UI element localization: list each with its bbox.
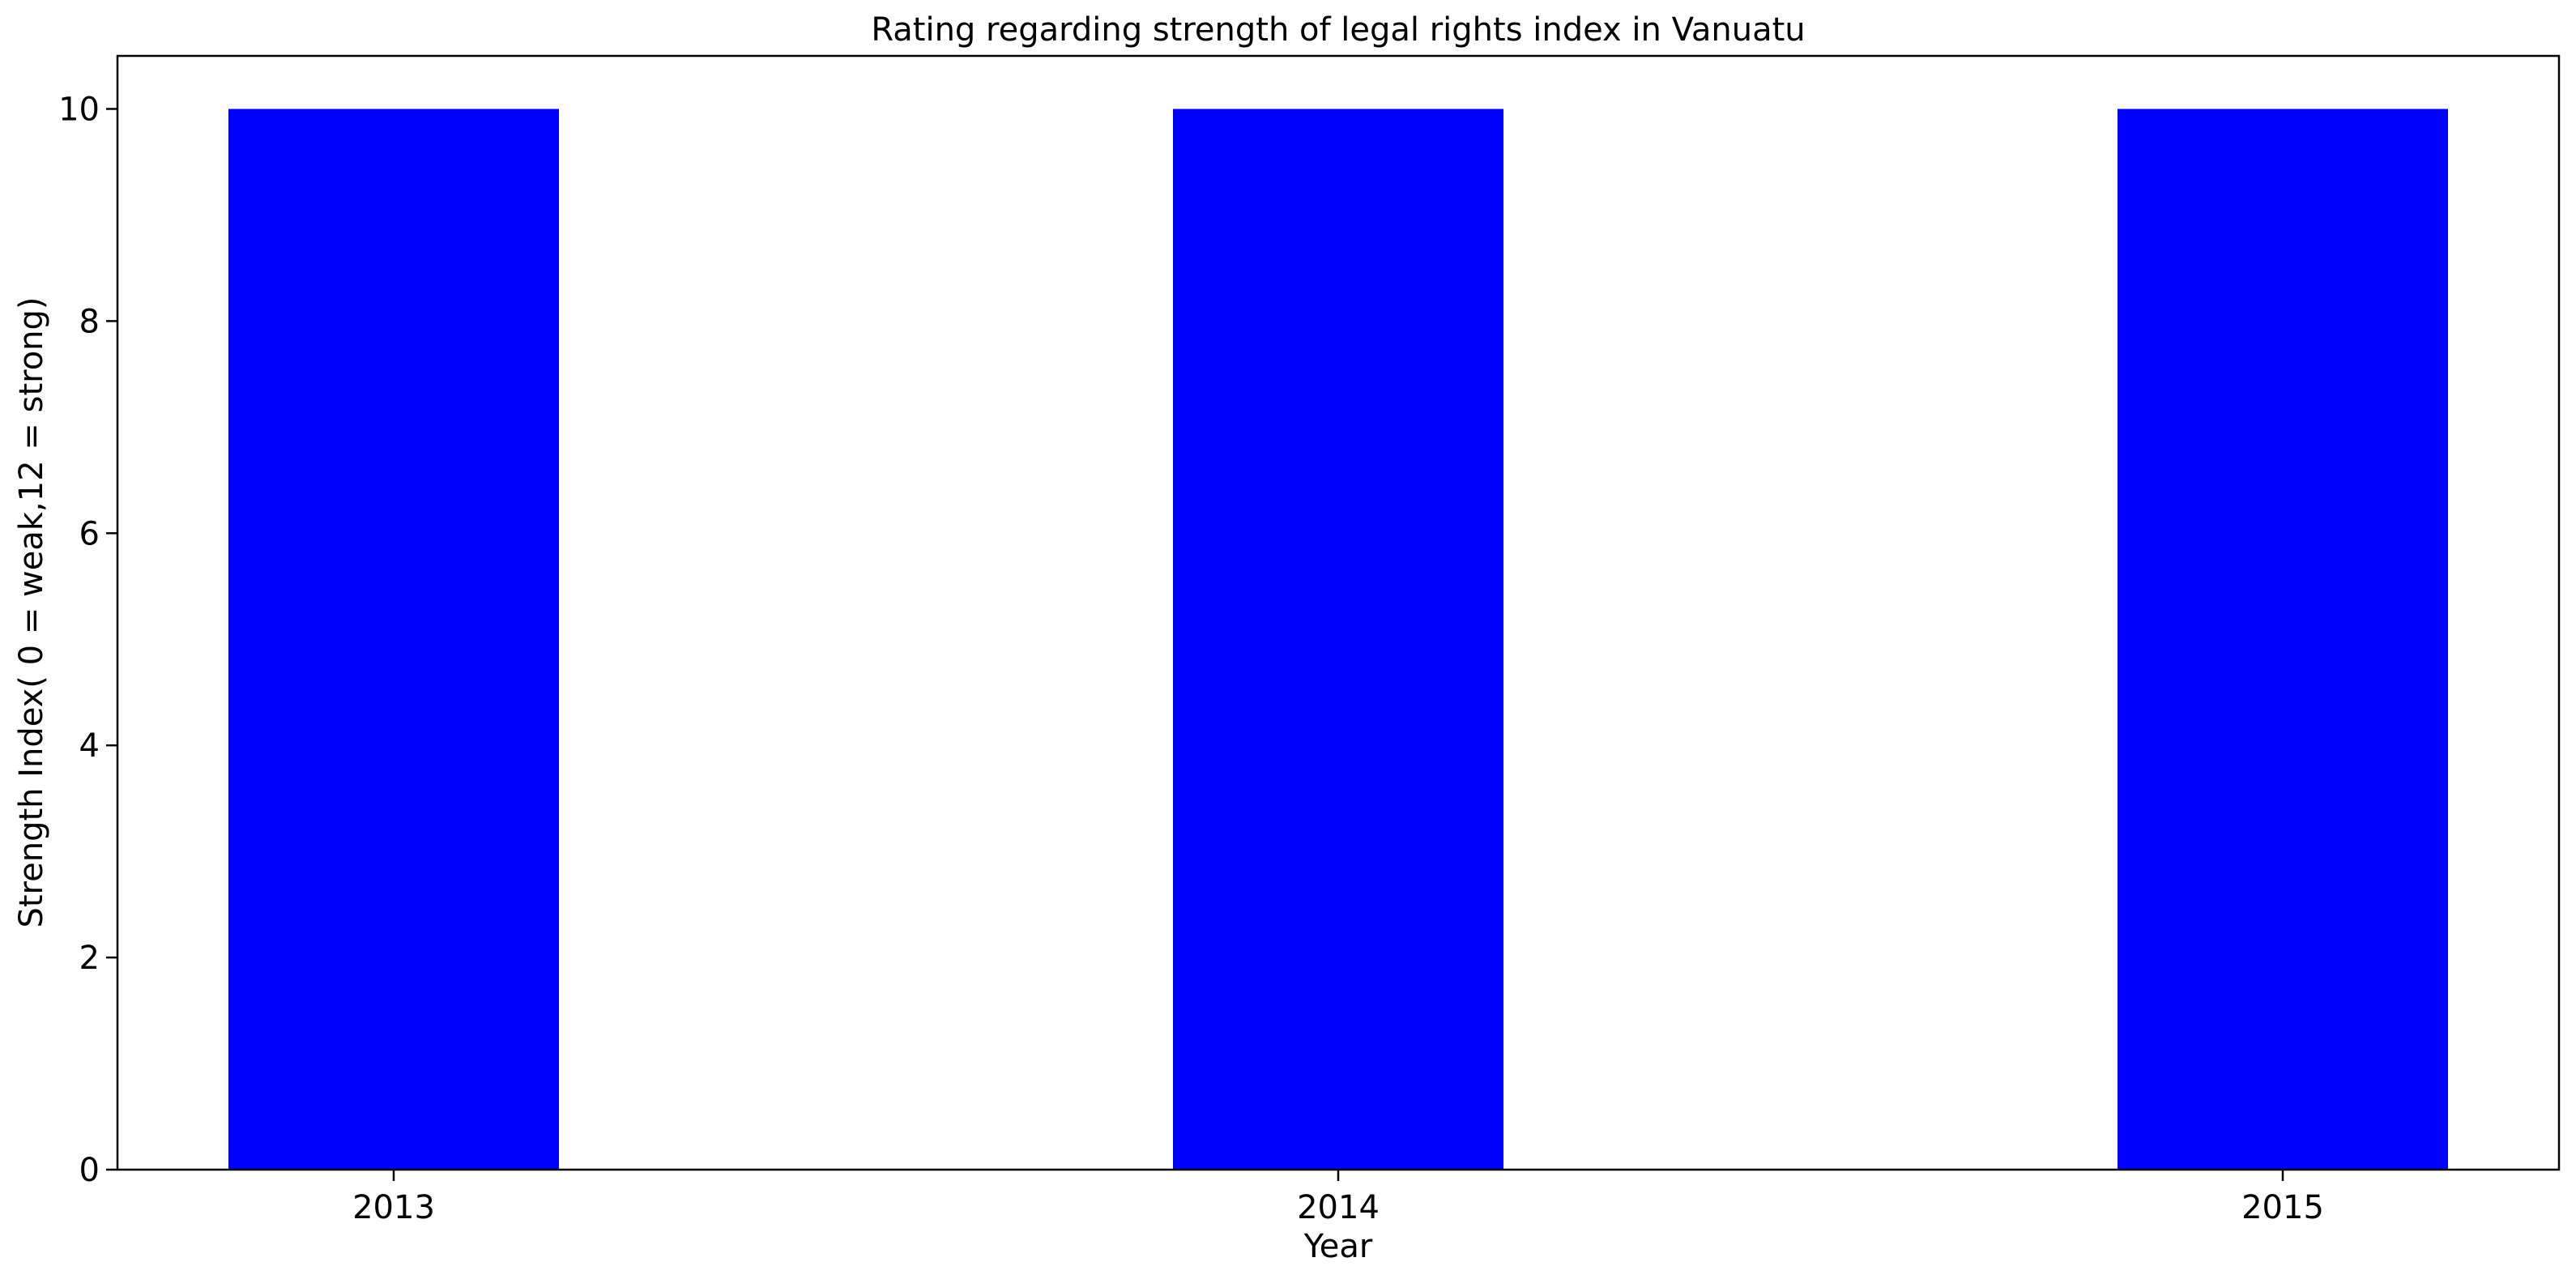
y-axis-label: Strength Index( 0 = weak,12 = strong) — [13, 296, 50, 927]
y-tick-label: 6 — [79, 515, 100, 552]
y-axis-ticks: 0 2 4 6 8 10 — [58, 91, 117, 1189]
bar-2013 — [228, 109, 559, 1170]
bar-2015 — [2118, 109, 2448, 1170]
y-tick-label: 10 — [58, 91, 100, 128]
x-tick-label: 2014 — [1297, 1189, 1380, 1226]
bar-2014 — [1173, 109, 1503, 1170]
chart-title: Rating regarding strength of legal right… — [871, 11, 1805, 49]
y-tick-label: 8 — [79, 303, 100, 340]
y-tick-label: 2 — [79, 940, 100, 977]
plot-frame — [116, 54, 2561, 1171]
x-axis-label: Year — [1303, 1228, 1373, 1265]
x-tick-label: 2013 — [352, 1189, 435, 1226]
x-tick-label: 2015 — [2241, 1189, 2324, 1226]
y-tick-label: 4 — [79, 727, 100, 765]
y-tick-label: 0 — [79, 1152, 100, 1189]
x-axis-ticks: 2013 2014 2015 — [352, 1170, 2324, 1226]
bars-group — [228, 109, 2448, 1170]
